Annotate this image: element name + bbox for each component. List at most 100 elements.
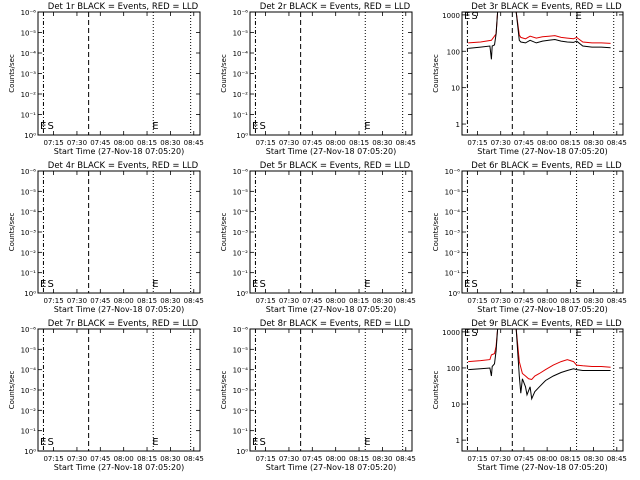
y-tick-label: 10⁻⁵ <box>21 346 37 354</box>
y-tick-label: 10⁻¹ <box>21 112 37 120</box>
y-tick-label: 10⁻¹ <box>445 270 461 278</box>
plot-frame <box>37 11 201 136</box>
y-tick-label: 10⁻³ <box>445 229 461 237</box>
x-tick-label: 08:00 <box>114 455 134 463</box>
x-tick-label: 07:15 <box>255 139 275 147</box>
x-tick-label: 08:30 <box>372 455 392 463</box>
x-tick-label: 08:30 <box>372 297 392 305</box>
x-tick-label: 08:30 <box>160 297 180 305</box>
x-tick-label: 08:00 <box>326 297 346 305</box>
x-tick-label: 07:45 <box>302 455 322 463</box>
y-axis-label: Counts/sec <box>432 54 440 93</box>
y-tick-label: 10⁻⁶ <box>233 168 249 176</box>
x-tick-label: 07:30 <box>491 455 511 463</box>
x-axis-label: Start Time (27-Nov-18 07:05:20) <box>266 305 396 314</box>
y-tick-label: 10⁰ <box>236 448 248 456</box>
x-tick-label: 07:30 <box>279 455 299 463</box>
y-axis-label: Counts/sec <box>432 371 440 410</box>
y-tick-label: 10 <box>451 85 460 93</box>
chart-title: Det 9r BLACK = Events, RED = LLD <box>471 319 622 329</box>
y-tick-label: 10⁰ <box>24 290 36 298</box>
chart-panel: Det 3r BLACK = Events, RED = LLD 1 10 100 10… <box>432 2 627 156</box>
x-tick-label: 08:30 <box>583 297 603 305</box>
x-tick-label: 08:30 <box>160 455 180 463</box>
y-tick-label: 1000 <box>442 12 460 20</box>
y-tick-label: 10⁻⁶ <box>233 9 249 17</box>
event-letter-label: E <box>252 279 258 290</box>
x-tick-label: 07:15 <box>43 455 63 463</box>
chart-panel: Det 5r BLACK = Events, RED = LLD 10⁰ 10⁻¹ 1… <box>220 161 416 314</box>
event-letter-label: S <box>259 121 265 132</box>
event-letter-label: E <box>40 437 46 448</box>
y-tick-label: 100 <box>447 48 460 56</box>
event-letter-label: E <box>40 279 46 290</box>
series-line <box>468 328 611 381</box>
x-tick-label: 08:45 <box>184 455 204 463</box>
chart-panel: Det 9r BLACK = Events, RED = LLD 1 10 100 10… <box>432 319 627 472</box>
y-tick-label: 10⁻⁵ <box>445 188 461 196</box>
series-line <box>468 328 611 401</box>
x-tick-label: 07:45 <box>514 297 534 305</box>
x-axis-label: Start Time (27-Nov-18 07:05:20) <box>477 147 607 156</box>
event-letter-label: S <box>47 437 53 448</box>
chart-title: Det 3r BLACK = Events, RED = LLD <box>471 2 622 12</box>
plot-frame <box>249 11 413 136</box>
y-tick-label: 10⁻¹ <box>21 270 37 278</box>
x-axis-label: Start Time (27-Nov-18 07:05:20) <box>477 463 607 472</box>
x-tick-label: 07:45 <box>302 139 322 147</box>
x-axis-label: Start Time (27-Nov-18 07:05:20) <box>477 305 607 314</box>
y-tick-label: 10⁻⁴ <box>21 209 37 217</box>
x-tick-label: 08:00 <box>326 139 346 147</box>
x-tick-label: 08:15 <box>560 297 580 305</box>
x-tick-label: 07:15 <box>467 455 487 463</box>
chart-title: Det 1r BLACK = Events, RED = LLD <box>48 2 199 12</box>
x-tick-label: 08:45 <box>396 139 416 147</box>
y-axis-label: Counts/sec <box>220 54 228 93</box>
x-tick-label: 07:15 <box>255 297 275 305</box>
x-tick-label: 07:45 <box>514 455 534 463</box>
plot-frame <box>37 328 201 452</box>
chart-title: Det 5r BLACK = Events, RED = LLD <box>260 161 411 171</box>
y-axis-label: Counts/sec <box>220 371 228 410</box>
x-tick-label: 08:45 <box>184 139 204 147</box>
y-tick-label: 10⁻³ <box>233 71 249 79</box>
y-tick-label: 10⁻² <box>233 249 249 257</box>
event-letter-label: E <box>152 437 158 448</box>
y-tick-label: 1 <box>456 437 460 445</box>
y-tick-label: 10⁻¹ <box>21 428 37 436</box>
y-tick-label: 10⁰ <box>236 132 248 140</box>
event-letter-label: S <box>471 279 477 290</box>
y-tick-label: 10⁻³ <box>233 229 249 237</box>
event-letter-label: E <box>576 11 582 22</box>
event-letter-label: E <box>152 279 158 290</box>
x-axis-label: Start Time (27-Nov-18 07:05:20) <box>266 147 396 156</box>
x-tick-label: 07:15 <box>467 139 487 147</box>
plot-frame <box>461 11 624 136</box>
x-tick-label: 08:15 <box>137 139 157 147</box>
y-tick-label: 10⁰ <box>236 290 248 298</box>
plot-frame <box>37 170 201 294</box>
plot-frame <box>249 328 413 452</box>
y-tick-label: 10⁻² <box>233 407 249 415</box>
event-letter-label: E <box>364 437 370 448</box>
x-tick-label: 07:15 <box>43 139 63 147</box>
chart-panel: Det 1r BLACK = Events, RED = LLD 10⁰ 10⁻¹ 1… <box>8 2 204 156</box>
y-tick-label: 10⁻⁶ <box>21 168 37 176</box>
y-tick-label: 10⁻⁴ <box>21 367 37 375</box>
event-letter-label: S <box>47 121 53 132</box>
event-letter-label: E <box>40 121 46 132</box>
x-tick-label: 08:00 <box>326 455 346 463</box>
y-tick-label: 10⁻⁶ <box>21 9 37 17</box>
y-tick-label: 10⁰ <box>448 290 460 298</box>
y-axis-label: Counts/sec <box>8 213 16 252</box>
x-axis-label: Start Time (27-Nov-18 07:05:20) <box>54 305 184 314</box>
event-letter-label: E <box>364 121 370 132</box>
x-tick-label: 08:00 <box>537 455 557 463</box>
chart-title: Det 8r BLACK = Events, RED = LLD <box>260 319 411 329</box>
chart-title: Det 7r BLACK = Events, RED = LLD <box>48 319 199 329</box>
x-tick-label: 08:15 <box>349 455 369 463</box>
plot-frame <box>461 170 624 294</box>
y-tick-label: 10⁻⁵ <box>233 30 249 38</box>
chart-panel: Det 8r BLACK = Events, RED = LLD 10⁰ 10⁻¹ 1… <box>220 319 416 472</box>
x-tick-label: 07:30 <box>67 297 87 305</box>
